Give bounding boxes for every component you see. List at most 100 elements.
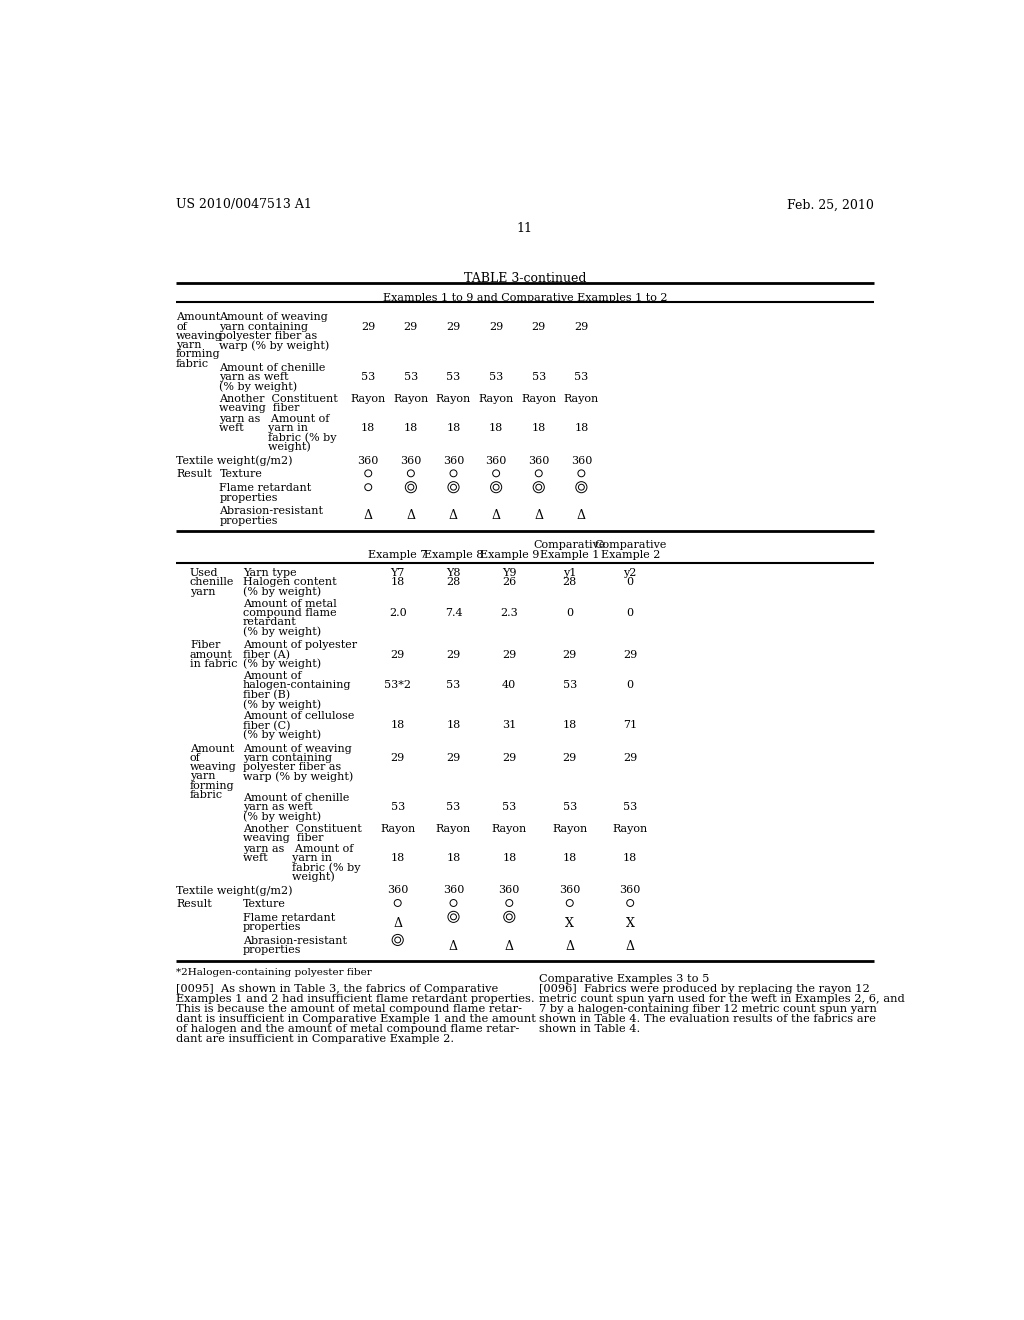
Text: Comparative: Comparative (594, 540, 667, 550)
Text: Result: Result (176, 470, 212, 479)
Text: 2.3: 2.3 (501, 609, 518, 618)
Text: halogen-containing: halogen-containing (243, 681, 351, 690)
Text: Δ: Δ (449, 940, 458, 953)
Text: 18: 18 (562, 721, 577, 730)
Text: 29: 29 (446, 649, 461, 660)
Text: Texture: Texture (243, 899, 286, 909)
Text: yarn as weft: yarn as weft (243, 803, 312, 812)
Text: 360: 360 (400, 455, 422, 466)
Text: Rayon: Rayon (492, 824, 527, 834)
Text: yarn: yarn (190, 586, 215, 597)
Text: Rayon: Rayon (478, 395, 514, 404)
Text: weaving  fiber: weaving fiber (219, 404, 300, 413)
Text: amount: amount (190, 649, 232, 660)
Text: Feb. 25, 2010: Feb. 25, 2010 (786, 198, 873, 211)
Text: Comparative: Comparative (534, 540, 606, 550)
Text: 360: 360 (499, 886, 520, 895)
Text: US 2010/0047513 A1: US 2010/0047513 A1 (176, 198, 312, 211)
Text: 7.4: 7.4 (444, 609, 462, 618)
Text: 29: 29 (390, 752, 404, 763)
Text: Flame retardant: Flame retardant (219, 483, 311, 494)
Text: Amount of weaving: Amount of weaving (219, 313, 329, 322)
Text: properties: properties (219, 516, 278, 525)
Text: Another  Constituent: Another Constituent (219, 395, 338, 404)
Text: fabric (% by: fabric (% by (243, 862, 360, 873)
Text: 40: 40 (502, 681, 516, 690)
Text: Amount of chenille: Amount of chenille (243, 793, 349, 803)
Text: X: X (626, 917, 635, 929)
Text: Δ: Δ (449, 508, 458, 521)
Text: chenille: chenille (190, 577, 234, 587)
Text: weaving: weaving (176, 331, 223, 341)
Text: weight): weight) (219, 442, 311, 453)
Text: Example 2: Example 2 (600, 549, 659, 560)
Text: (% by weight): (% by weight) (219, 381, 298, 392)
Text: Δ: Δ (407, 508, 416, 521)
Text: 53: 53 (502, 803, 516, 812)
Text: 360: 360 (485, 455, 507, 466)
Text: Rayon: Rayon (436, 824, 471, 834)
Text: weaving: weaving (190, 762, 237, 772)
Text: (% by weight): (% by weight) (243, 730, 321, 741)
Text: yarn containing: yarn containing (243, 752, 332, 763)
Text: (% by weight): (% by weight) (243, 627, 321, 638)
Text: 29: 29 (446, 322, 461, 331)
Text: dant is insufficient in Comparative Example 1 and the amount: dant is insufficient in Comparative Exam… (176, 1014, 536, 1024)
Text: yarn as   Amount of: yarn as Amount of (243, 843, 353, 854)
Text: forming: forming (176, 350, 221, 359)
Text: 0: 0 (566, 609, 573, 618)
Text: y1: y1 (563, 568, 577, 578)
Text: y2: y2 (624, 568, 637, 578)
Text: fabric (% by: fabric (% by (219, 433, 337, 444)
Text: Amount of metal: Amount of metal (243, 599, 337, 609)
Text: Fiber: Fiber (190, 640, 220, 651)
Text: yarn containing: yarn containing (219, 322, 308, 331)
Text: Amount of polyester: Amount of polyester (243, 640, 356, 651)
Text: Δ: Δ (393, 917, 402, 929)
Text: Δ: Δ (505, 940, 514, 953)
Text: in fabric: in fabric (190, 659, 238, 669)
Text: Textile weight(g/m2): Textile weight(g/m2) (176, 886, 293, 896)
Text: 26: 26 (502, 577, 516, 587)
Text: 53: 53 (446, 803, 461, 812)
Text: [0095]  As shown in Table 3, the fabrics of Comparative: [0095] As shown in Table 3, the fabrics … (176, 983, 499, 994)
Text: Another  Constituent: Another Constituent (243, 824, 361, 834)
Text: 53: 53 (446, 372, 461, 383)
Text: fabric: fabric (176, 359, 209, 368)
Text: 18: 18 (502, 853, 516, 863)
Text: TABLE 3-continued: TABLE 3-continued (464, 272, 586, 285)
Text: 29: 29 (446, 752, 461, 763)
Text: X: X (565, 917, 574, 929)
Text: [0096]  Fabrics were produced by replacing the rayon 12: [0096] Fabrics were produced by replacin… (539, 983, 869, 994)
Text: forming: forming (190, 780, 234, 791)
Text: Rayon: Rayon (393, 395, 428, 404)
Text: 29: 29 (489, 322, 503, 331)
Text: 18: 18 (403, 424, 418, 433)
Text: Textile weight(g/m2): Textile weight(g/m2) (176, 455, 293, 466)
Text: polyester fiber as: polyester fiber as (243, 762, 341, 772)
Text: (% by weight): (% by weight) (243, 700, 321, 710)
Text: Rayon: Rayon (552, 824, 588, 834)
Text: Comparative Examples 3 to 5: Comparative Examples 3 to 5 (539, 974, 710, 983)
Text: fabric: fabric (190, 789, 223, 800)
Text: 360: 360 (357, 455, 379, 466)
Text: Δ: Δ (535, 508, 544, 521)
Text: warp (% by weight): warp (% by weight) (243, 771, 353, 781)
Text: of: of (190, 752, 201, 763)
Text: 360: 360 (442, 455, 464, 466)
Text: Δ: Δ (577, 508, 586, 521)
Text: properties: properties (243, 945, 301, 956)
Text: 71: 71 (624, 721, 637, 730)
Text: Rayon: Rayon (521, 395, 556, 404)
Text: 29: 29 (361, 322, 376, 331)
Text: 29: 29 (502, 649, 516, 660)
Text: Amount of: Amount of (243, 671, 301, 681)
Text: dant are insufficient in Comparative Example 2.: dant are insufficient in Comparative Exa… (176, 1034, 455, 1044)
Text: Abrasion-resistant: Abrasion-resistant (219, 507, 324, 516)
Text: 29: 29 (574, 322, 589, 331)
Text: 360: 360 (559, 886, 581, 895)
Text: shown in Table 4.: shown in Table 4. (539, 1024, 640, 1034)
Text: Y7: Y7 (390, 568, 404, 578)
Text: fiber (B): fiber (B) (243, 689, 290, 700)
Text: Y9: Y9 (502, 568, 516, 578)
